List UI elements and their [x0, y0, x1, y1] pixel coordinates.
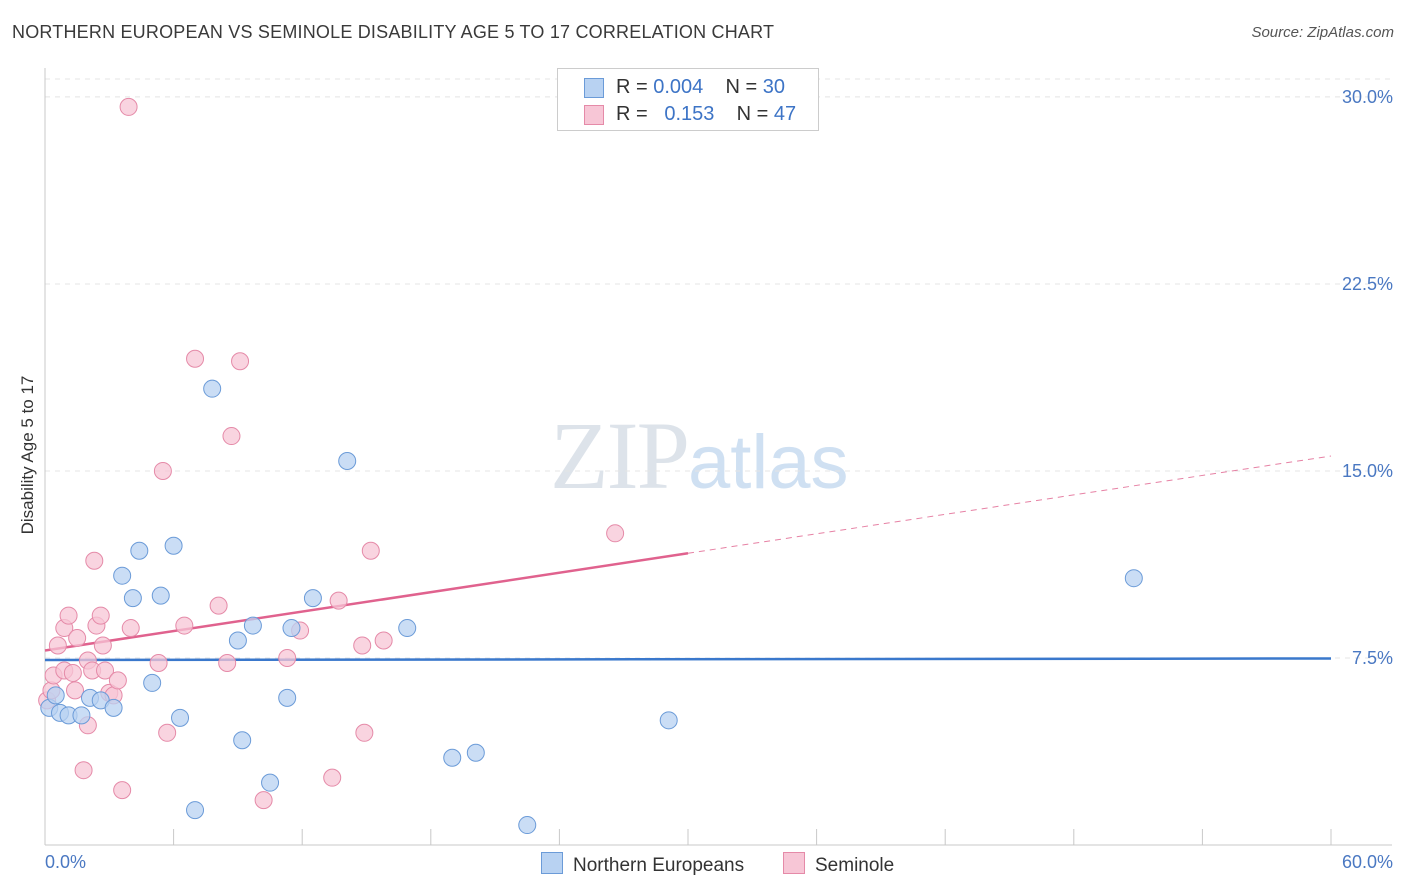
legend-r-value: 0.004: [653, 76, 704, 98]
legend-n-value: 47: [773, 103, 797, 125]
data-point-blue: [164, 536, 183, 555]
data-point-blue: [130, 541, 149, 560]
data-point-pink: [606, 524, 625, 543]
axis-layer: [44, 68, 1392, 846]
data-point-pink: [222, 427, 241, 446]
legend-r-value: 0.153: [664, 103, 715, 125]
trend-layer: [44, 455, 1332, 662]
data-point-pink: [323, 768, 342, 787]
data-point-blue: [113, 566, 132, 585]
watermark-atlas: atlas: [688, 420, 849, 505]
data-point-blue: [1124, 569, 1143, 588]
label-layer: 7.5% 15.0% 22.5% 30.0% 0.0% 60.0%: [45, 87, 1393, 872]
data-point-blue: [261, 773, 280, 792]
data-point-pink: [175, 616, 194, 635]
data-point-pink: [63, 663, 82, 682]
y-tick-label: 15.0%: [1342, 461, 1393, 481]
data-point-pink: [121, 619, 140, 638]
data-point-pink: [231, 352, 250, 371]
data-point-blue: [72, 706, 91, 725]
bottom-legend-label: Seminole: [815, 855, 895, 876]
trend-line-dashed-pink: [687, 455, 1332, 554]
legend-swatch-blue: [584, 78, 604, 98]
bottom-legend-label: Northern Europeans: [573, 855, 745, 876]
data-point-pink: [254, 791, 273, 810]
point-layer: [38, 97, 1143, 835]
data-point-blue: [303, 589, 322, 608]
data-point-blue: [233, 731, 252, 750]
grid-layer: [45, 78, 1392, 659]
data-point-blue: [151, 586, 170, 605]
data-point-pink: [68, 629, 87, 648]
bottom-legend-swatch-pink: [783, 852, 805, 874]
legend-swatch-pink: [584, 105, 604, 125]
data-point-pink: [48, 636, 67, 655]
data-point-pink: [209, 596, 228, 615]
data-point-pink: [361, 541, 380, 560]
trend-line-pink: [44, 552, 689, 652]
legend-text: R = 0.153 N = 47: [616, 103, 796, 126]
legend-text: R = 0.004 N = 30: [616, 76, 785, 99]
data-point-blue: [186, 801, 205, 820]
data-point-pink: [218, 653, 237, 672]
data-point-blue: [518, 816, 537, 835]
data-point-pink: [113, 781, 132, 800]
x-tick-label-min: 0.0%: [45, 852, 86, 872]
legend-box: R = 0.004 N = 30 R = 0.153 N = 47: [557, 68, 819, 131]
bottom-legend-seminole: Seminole: [783, 852, 894, 877]
data-point-blue: [398, 619, 417, 638]
watermark: ZIPatlas: [550, 400, 849, 511]
y-tick-label: 7.5%: [1352, 648, 1393, 668]
source-label: Source: ZipAtlas.com: [1251, 24, 1394, 41]
data-point-blue: [46, 686, 65, 705]
data-point-blue: [203, 379, 222, 398]
trend-line-blue: [44, 657, 1332, 662]
data-point-pink: [93, 636, 112, 655]
data-point-pink: [108, 671, 127, 690]
bottom-legend-swatch-blue: [541, 852, 563, 874]
data-point-pink: [355, 723, 374, 742]
chart-title: NORTHERN EUROPEAN VS SEMINOLE DISABILITY…: [12, 22, 775, 42]
data-point-pink: [353, 636, 372, 655]
data-point-pink: [59, 606, 78, 625]
data-point-pink: [149, 653, 168, 672]
data-point-pink: [158, 723, 177, 742]
legend-r-label: R =: [616, 76, 648, 98]
data-point-blue: [278, 688, 297, 707]
data-point-blue: [243, 616, 262, 635]
data-point-blue: [659, 711, 678, 730]
data-point-pink: [74, 761, 93, 780]
data-point-pink: [91, 606, 110, 625]
legend-n-value: 30: [762, 76, 786, 98]
bottom-legend-northern-europeans: Northern Europeans: [541, 852, 744, 877]
data-point-blue: [123, 589, 142, 608]
data-point-blue: [171, 708, 190, 727]
data-point-blue: [466, 743, 485, 762]
x-tick-label-max: 60.0%: [1342, 852, 1393, 872]
data-point-pink: [278, 648, 297, 667]
legend-r-label: R =: [616, 103, 648, 125]
y-tick-label: 30.0%: [1342, 87, 1393, 107]
legend-n-label: N =: [725, 76, 758, 98]
data-point-blue: [143, 673, 162, 692]
data-point-blue: [228, 631, 247, 650]
data-point-pink: [66, 681, 85, 700]
data-point-pink: [85, 551, 104, 570]
y-tick-label: 22.5%: [1342, 274, 1393, 294]
data-point-pink: [374, 631, 393, 650]
data-point-blue: [338, 451, 357, 470]
data-point-pink: [153, 461, 172, 480]
legend-n-label: N =: [736, 103, 769, 125]
data-point-pink: [329, 591, 348, 610]
data-point-blue: [282, 619, 301, 638]
data-point-pink: [119, 97, 138, 116]
data-point-pink: [186, 349, 205, 368]
data-point-pink: [96, 661, 115, 680]
data-point-blue: [104, 698, 123, 717]
watermark-zip: ZIP: [550, 402, 690, 509]
data-point-blue: [443, 748, 462, 767]
